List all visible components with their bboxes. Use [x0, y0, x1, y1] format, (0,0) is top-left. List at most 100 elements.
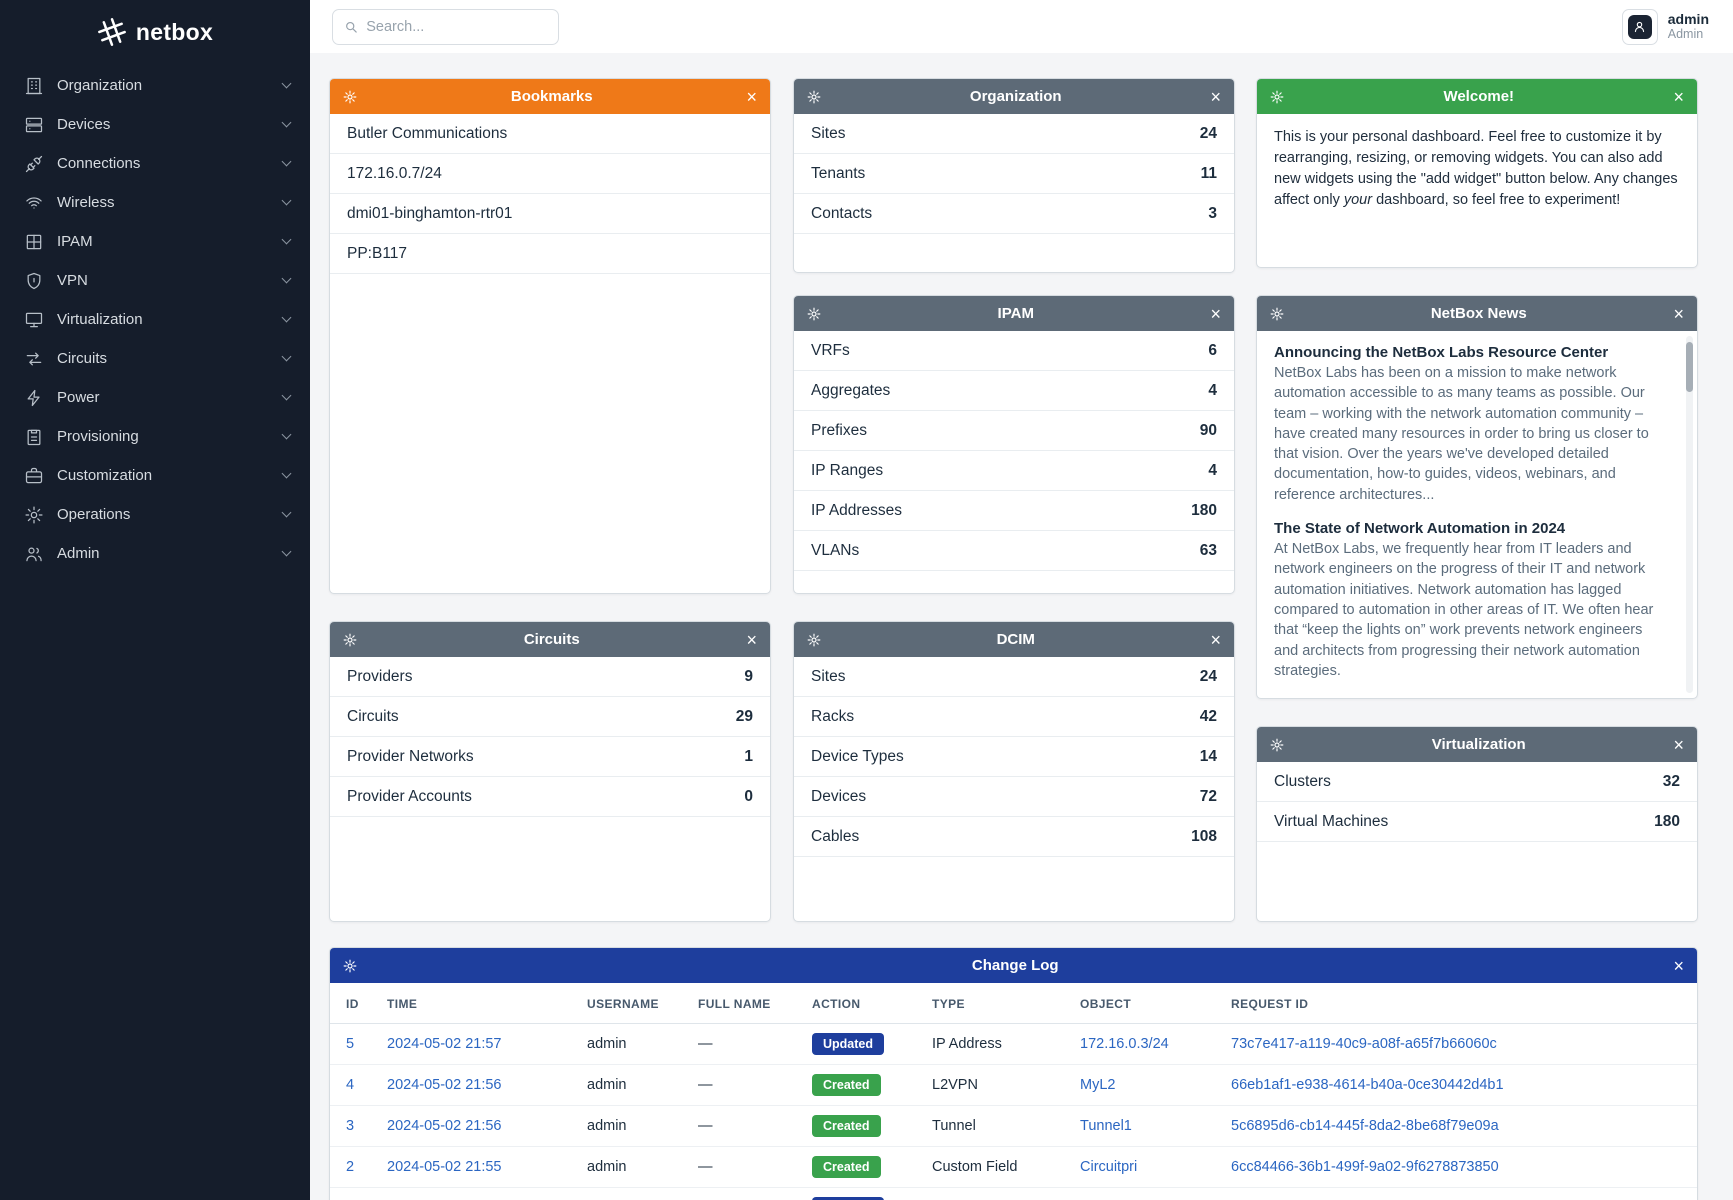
- changelog-username: admin: [587, 1105, 698, 1147]
- close-icon[interactable]: ×: [1673, 955, 1684, 976]
- changelog-time-link[interactable]: 2024-05-02 21:56: [387, 1118, 502, 1134]
- bookmark-link[interactable]: dmi01-binghamton-rtr01: [330, 194, 770, 234]
- changelog-object-link[interactable]: Circuitpri: [1080, 1159, 1138, 1175]
- building-icon: [24, 76, 44, 96]
- changelog-time-link[interactable]: 2024-05-02 21:55: [387, 1159, 502, 1175]
- close-icon[interactable]: ×: [1673, 86, 1684, 107]
- widget-config-button[interactable]: [805, 88, 823, 106]
- changelog-requestid-link[interactable]: 5c6895d6-cb14-445f-8da2-8be68f79e09a: [1231, 1118, 1499, 1134]
- sidebar-item-devices[interactable]: Devices: [0, 105, 310, 144]
- changelog-object-link[interactable]: MyL2: [1080, 1077, 1116, 1093]
- sidebar-item-circuits[interactable]: Circuits: [0, 339, 310, 378]
- bookmark-link[interactable]: PP:B117: [330, 234, 770, 274]
- chevron-down-icon: [281, 195, 292, 206]
- dashboard: Bookmarks × Butler Communications 172.16…: [310, 53, 1733, 1200]
- close-icon[interactable]: ×: [1210, 303, 1221, 324]
- sidebar-item-operations[interactable]: Operations: [0, 495, 310, 534]
- sidebar-item-ipam[interactable]: IPAM: [0, 222, 310, 261]
- stat-value: 9: [744, 667, 753, 685]
- user-menu-button[interactable]: [1621, 8, 1658, 45]
- news-article: Announcing the NetBox Labs Resource Cent…: [1274, 344, 1667, 505]
- changelog-requestid-link[interactable]: 66eb1af1-e938-4614-b40a-0ce30442d4b1: [1231, 1077, 1504, 1093]
- widget-config-button[interactable]: [1268, 305, 1286, 323]
- widget-config-button[interactable]: [805, 305, 823, 323]
- wifi-icon: [24, 193, 44, 213]
- sidebar-item-vpn[interactable]: VPN: [0, 261, 310, 300]
- stat-value: 90: [1199, 421, 1217, 439]
- sidebar-item-label: Operations: [57, 506, 131, 523]
- sidebar-item-power[interactable]: Power: [0, 378, 310, 417]
- sidebar-item-customization[interactable]: Customization: [0, 456, 310, 495]
- plug-icon: [24, 154, 44, 174]
- user-info: admin Admin: [1668, 11, 1709, 43]
- sidebar-item-wireless[interactable]: Wireless: [0, 183, 310, 222]
- stat-value: 1: [744, 747, 753, 765]
- col-header-id: ID: [330, 983, 387, 1024]
- widget-config-button[interactable]: [341, 88, 359, 106]
- changelog-requestid-link[interactable]: 6cc84466-36b1-499f-9a02-9f6278873850: [1231, 1159, 1499, 1175]
- changelog-time-link[interactable]: 2024-05-02 21:56: [387, 1077, 502, 1093]
- stat-label: IP Addresses: [811, 501, 903, 519]
- bookmarks-list: Butler Communications 172.16.0.7/24 dmi0…: [330, 114, 770, 274]
- scrollbar-thumb[interactable]: [1686, 342, 1693, 392]
- stat-value: 180: [1654, 812, 1680, 830]
- changelog-time-link[interactable]: 2024-05-02 21:57: [387, 1036, 502, 1052]
- stat-row: Virtual Machines 180: [1257, 802, 1697, 842]
- bookmark-link[interactable]: 172.16.0.7/24: [330, 154, 770, 194]
- clipboard-icon: [24, 427, 44, 447]
- sidebar-item-connections[interactable]: Connections: [0, 144, 310, 183]
- sidebar-item-organization[interactable]: Organization: [0, 66, 310, 105]
- changelog-object-link[interactable]: 172.16.0.3/24: [1080, 1036, 1169, 1052]
- stat-row: Clusters 32: [1257, 762, 1697, 802]
- stat-label: Circuits: [347, 707, 399, 725]
- changelog-id-link[interactable]: 3: [346, 1118, 355, 1134]
- grid-icon: [24, 232, 44, 252]
- col-header-fullname: FULL NAME: [698, 983, 812, 1024]
- sidebar-item-label: Circuits: [57, 350, 108, 367]
- sidebar-item-provisioning[interactable]: Provisioning: [0, 417, 310, 456]
- close-icon[interactable]: ×: [1673, 734, 1684, 755]
- stat-value: 63: [1199, 541, 1217, 559]
- news-article-title[interactable]: The State of Network Automation in 2024: [1274, 520, 1566, 538]
- widget-config-button[interactable]: [341, 631, 359, 649]
- chevron-down-icon: [281, 234, 292, 245]
- changelog-object-link[interactable]: Tunnel1: [1080, 1118, 1132, 1134]
- changelog-id-link[interactable]: 4: [346, 1077, 355, 1093]
- news-article-body: NetBox Labs has been on a mission to mak…: [1274, 365, 1649, 503]
- logo-text: netbox: [135, 18, 214, 45]
- welcome-text: This is your personal dashboard. Feel fr…: [1257, 114, 1697, 224]
- changelog-username: admin: [587, 1146, 698, 1188]
- col-header-username: USERNAME: [587, 983, 698, 1024]
- changelog-fullname: —: [698, 1187, 812, 1200]
- widget-config-button[interactable]: [341, 957, 359, 975]
- stat-label: Sites: [811, 667, 846, 685]
- sidebar-item-label: VPN: [57, 272, 88, 289]
- widget-header: DCIM ×: [794, 622, 1234, 657]
- changelog-id-link[interactable]: 5: [346, 1036, 355, 1052]
- close-icon[interactable]: ×: [746, 629, 757, 650]
- news-article-title[interactable]: Announcing the NetBox Labs Resource Cent…: [1274, 344, 1609, 361]
- close-icon[interactable]: ×: [746, 86, 757, 107]
- sidebar-item-label: IPAM: [57, 233, 93, 250]
- bookmark-link[interactable]: Butler Communications: [330, 114, 770, 154]
- widget-title: Change Log: [971, 957, 1059, 974]
- widget-config-button[interactable]: [1268, 736, 1286, 754]
- close-icon[interactable]: ×: [1210, 86, 1221, 107]
- close-icon[interactable]: ×: [1673, 303, 1684, 324]
- close-icon[interactable]: ×: [1210, 629, 1221, 650]
- changelog-requestid-link[interactable]: 73c7e417-a119-40c9-a08f-a65f7b66060c: [1231, 1036, 1497, 1052]
- action-badge: Updated: [812, 1033, 884, 1055]
- stat-value: 0: [744, 787, 753, 805]
- widget-config-button[interactable]: [1268, 88, 1286, 106]
- sidebar-item-virtualization[interactable]: Virtualization: [0, 300, 310, 339]
- widget-config-button[interactable]: [805, 631, 823, 649]
- changelog-fullname: —: [698, 1146, 812, 1188]
- stat-label: Prefixes: [811, 421, 867, 439]
- sidebar-item-admin[interactable]: Admin: [0, 534, 310, 573]
- stat-label: IP Ranges: [811, 461, 884, 479]
- changelog-id-link[interactable]: 2: [346, 1159, 355, 1175]
- stat-value: 24: [1199, 124, 1217, 142]
- scrollbar-track[interactable]: [1686, 336, 1693, 693]
- stat-label: VRFs: [811, 341, 850, 359]
- search-input[interactable]: [366, 18, 547, 35]
